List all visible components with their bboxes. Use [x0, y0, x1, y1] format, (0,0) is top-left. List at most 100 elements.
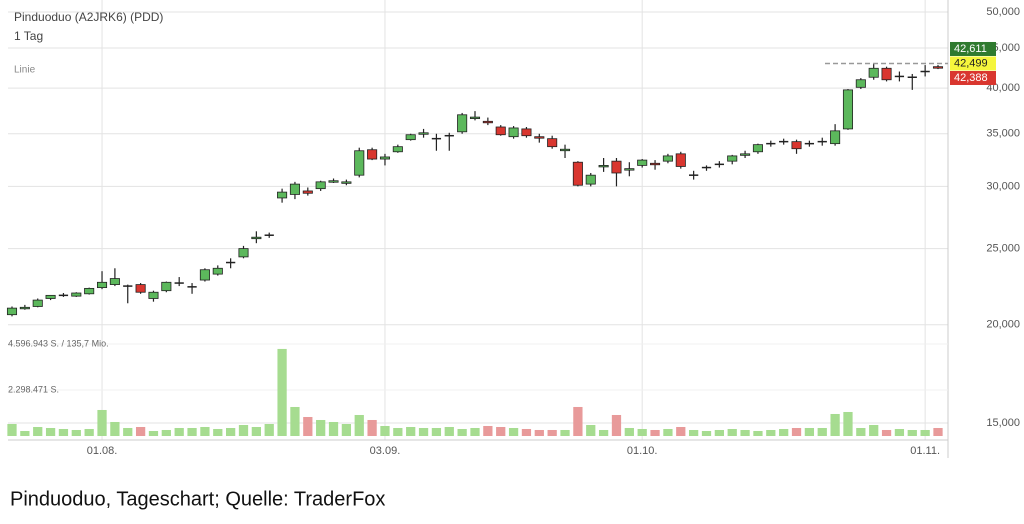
volume-bar [316, 419, 326, 436]
volume-bar [663, 428, 673, 436]
candle-body [521, 128, 532, 137]
candle-body [457, 114, 468, 133]
volume-bar [33, 426, 43, 436]
volume-bar [483, 425, 493, 436]
volume-bar [689, 429, 699, 436]
candle-body [418, 132, 429, 135]
volume-bar [174, 427, 184, 436]
volume-bar [135, 426, 146, 436]
candle-body [572, 161, 583, 186]
volume-bar [740, 429, 750, 436]
candle-body [624, 168, 635, 171]
x-tick-label: 01.11. [910, 445, 940, 457]
volume-bar [676, 426, 686, 436]
candle-body [469, 116, 481, 119]
candle-body [791, 141, 802, 150]
candle-body [238, 248, 249, 258]
price-tag [950, 41, 996, 56]
volume-bar [830, 413, 840, 436]
candle-body [855, 79, 866, 88]
volume-bar [290, 406, 300, 436]
volume-bar [496, 426, 506, 436]
candle-body [96, 281, 108, 289]
candle-body [740, 153, 751, 156]
volume-bar [187, 427, 197, 436]
volume-bar [110, 421, 120, 436]
candle-body [405, 134, 416, 141]
volume-bar [200, 426, 210, 436]
y-tick-label: 15,000 [986, 417, 1020, 429]
volume-tick-label: 2.298.471 S. [8, 384, 59, 394]
x-tick-label: 01.08. [87, 445, 118, 457]
candle-body [199, 269, 210, 281]
candle-body [289, 183, 300, 195]
volume-bar [804, 427, 815, 436]
volume-bar [624, 427, 634, 436]
candle-body [109, 278, 120, 285]
volume-bar [766, 429, 776, 436]
candle-body [302, 190, 313, 194]
volume-bar [457, 428, 467, 436]
candle-body [508, 127, 519, 138]
volume-bar [393, 427, 403, 436]
candle-body [354, 150, 365, 176]
price-tag-label: 42,611 [954, 43, 987, 55]
y-tick-label: 25,000 [986, 243, 1020, 255]
candle-body [932, 66, 944, 69]
volume-bar [534, 429, 544, 436]
candle-body [482, 120, 493, 124]
candle-body [559, 148, 571, 152]
volume-bar [470, 427, 480, 436]
volume-bar [58, 428, 69, 436]
price-tag [950, 56, 996, 71]
volume-bar [354, 414, 364, 436]
candle-body [32, 299, 43, 307]
candle-body [71, 292, 82, 297]
volume-bar [213, 428, 223, 436]
candle-body [611, 160, 622, 174]
volume-bar [753, 430, 763, 436]
volume-bar [45, 427, 56, 436]
volume-bar [264, 423, 274, 436]
volume-bar [20, 430, 30, 436]
candle-body [135, 284, 146, 293]
caption: Pinduoduo, Tageschart; Quelle: TraderFox [10, 488, 385, 510]
volume-bar [367, 419, 377, 436]
candle-body [881, 67, 892, 81]
volume-bar [444, 426, 454, 436]
volume-bar [933, 427, 943, 436]
volume-bar [508, 427, 519, 436]
volume-bar [521, 428, 532, 436]
volume-bar [418, 427, 429, 436]
volume-bar [251, 426, 261, 436]
candle-body [830, 130, 841, 145]
style-label: Linie [14, 65, 36, 76]
volume-bar [920, 429, 930, 436]
price-tag-label: 42,388 [954, 72, 988, 84]
volume-bar [881, 429, 892, 436]
price-tag [950, 70, 996, 85]
volume-bar [701, 430, 712, 436]
volume-bar [856, 427, 866, 436]
y-tick-label: 50,000 [986, 6, 1020, 18]
candle-body [19, 306, 30, 310]
y-tick-label: 30,000 [986, 180, 1020, 192]
volume-bar [406, 426, 416, 436]
candle-body [752, 144, 763, 153]
volume-bar [779, 428, 789, 436]
candle-body [315, 181, 326, 190]
volume-bar [7, 423, 17, 436]
volume-bar [431, 427, 442, 436]
price-tag-label: 42,499 [954, 57, 988, 69]
candle-body [598, 165, 609, 168]
y-tick-label: 40,000 [986, 82, 1020, 94]
candle-body [650, 162, 661, 166]
volume-bar [637, 428, 647, 436]
chart-title: Pinduoduo (A2JRK6) (PDD) [14, 10, 163, 24]
volume-bar [328, 421, 339, 436]
y-tick-label: 35,000 [986, 128, 1020, 140]
candle-body [341, 181, 352, 184]
volume-bar [148, 430, 159, 436]
x-tick-label: 03.09. [370, 445, 401, 457]
volume-bar [894, 428, 905, 436]
